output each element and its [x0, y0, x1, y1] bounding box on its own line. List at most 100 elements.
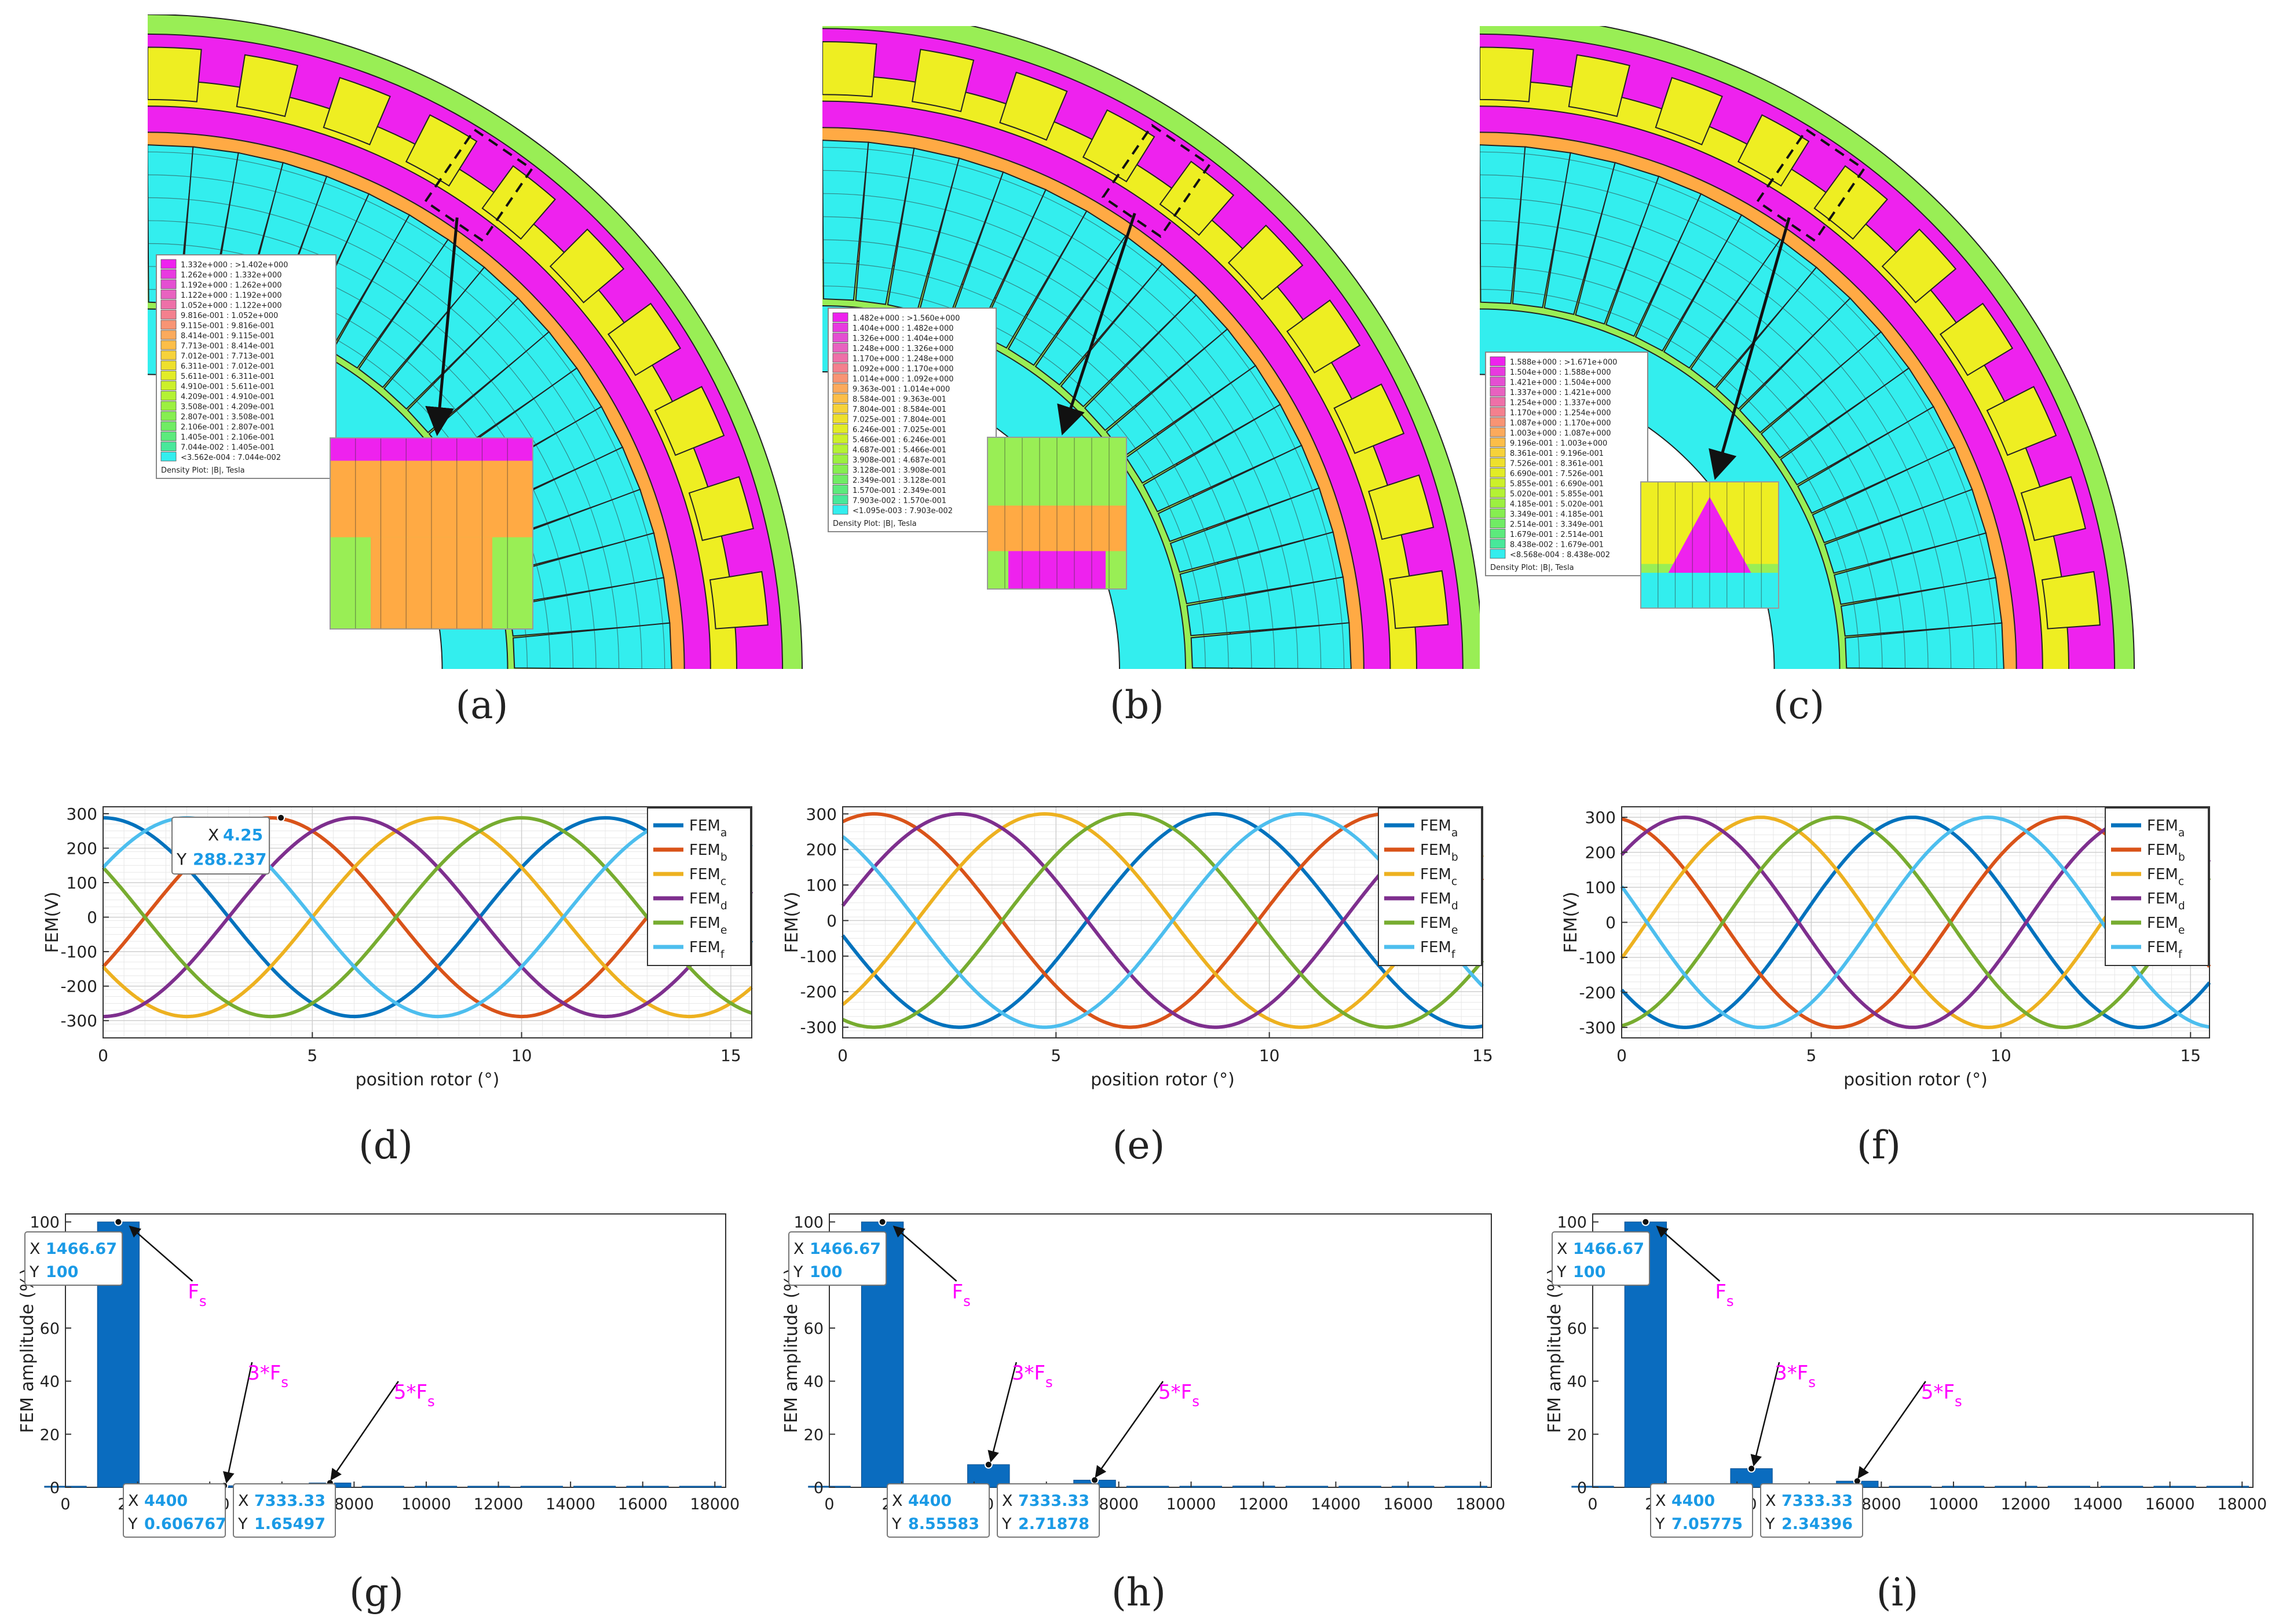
legend-row: 2.807e-001 : 3.508e-001 [181, 413, 275, 422]
flux-line [822, 193, 1298, 669]
magnet-segment [1939, 302, 2014, 376]
zoom-arrow [425, 217, 459, 436]
legend-swatch [832, 383, 848, 393]
x-tick-label: 8000 [1861, 1495, 1901, 1513]
y-tick-label: -300 [60, 1011, 97, 1030]
legend-label-FEMb-sub: b [720, 851, 727, 864]
x-tick-label: 16000 [2145, 1495, 2195, 1513]
zoom-inset [330, 437, 533, 630]
y-tick-label: 100 [1585, 878, 1616, 897]
series-line-FEMa [1620, 815, 2211, 1029]
y-tick-label: -200 [1579, 983, 1616, 1002]
datatip-x-value: 4.25 [223, 825, 263, 844]
datatip-y-label: Y [793, 1263, 803, 1281]
legend-label-FEMf-main: FEM [689, 939, 720, 956]
legend-label-FEMb: FEMb [1420, 842, 1458, 864]
legend-label-FEMd-main: FEM [689, 890, 720, 908]
caption-b: (b) [1110, 683, 1164, 727]
legend-row: 1.326e+000 : 1.404e+000 [853, 335, 953, 343]
datatip-x-label: X [208, 825, 219, 844]
harmonic-bar [2206, 1486, 2249, 1488]
legend-label-FEMe-sub: e [2178, 924, 2185, 937]
legend-row: 3.128e-001 : 3.908e-001 [853, 466, 946, 475]
annotation-label-main: 5*F [394, 1381, 427, 1404]
y-tick-label: 20 [40, 1426, 60, 1444]
harmonic-bar [520, 1486, 563, 1488]
legend-box [2105, 807, 2209, 966]
magnet-segment [1159, 160, 1235, 236]
legend-swatch [160, 401, 177, 411]
legend-label-FEMc-sub: c [1451, 876, 1457, 888]
annotation-label-main: 3*F [247, 1362, 281, 1385]
datatip-box [887, 1483, 990, 1538]
y-axis-label: FEM amplitude (%) [17, 1268, 38, 1433]
legend-row: 7.044e-002 : 1.405e-001 [181, 444, 275, 452]
harmonic-bar [1889, 1486, 1932, 1488]
y-axis-label: FEM amplitude (%) [781, 1268, 802, 1433]
legend-swatch [160, 421, 177, 431]
legend-row: 8.361e-001 : 9.196e-001 [1510, 449, 1604, 458]
x-tick-label: 5 [307, 1046, 317, 1065]
datatip-x-label: X [1557, 1240, 1568, 1258]
annotation-label-sub: s [1955, 1393, 1962, 1410]
x-tick-label: 15 [1472, 1046, 1493, 1065]
legend-label-FEMf: FEMf [1420, 939, 1455, 961]
x-tick-label: 0 [60, 1495, 70, 1513]
y-axis-label: FEM(V) [1561, 891, 1581, 953]
harmonic-bar [1126, 1486, 1169, 1488]
legend-row: 1.014e+000 : 1.092e+000 [853, 375, 953, 384]
annotation-label: Fs [1715, 1281, 1733, 1310]
legend-row: 7.012e-001 : 7.713e-001 [181, 352, 275, 361]
legend-label-FEMc-sub: c [2178, 876, 2184, 888]
y-tick-label: 60 [804, 1320, 824, 1338]
legend-footer: Density Plot: |B|, Tesla [1490, 564, 1574, 572]
legend-box [1378, 807, 1482, 966]
y-axis-label: FEM(V) [42, 891, 63, 953]
flux-line [822, 286, 1206, 669]
y-tick-label: 300 [67, 804, 97, 824]
legend-swatch [1490, 376, 1506, 386]
y-axis-label: FEM(V) [782, 891, 802, 953]
legend-swatch [832, 505, 848, 515]
caption-a: (a) [456, 683, 509, 727]
annotation-arrow [987, 1362, 1018, 1463]
harmonic-bar [1995, 1486, 2037, 1488]
x-tick-label: 12000 [1239, 1495, 1289, 1513]
x-tick-label: 0 [1587, 1495, 1597, 1513]
datatip: X 4400 Y 7.05775 [1650, 1483, 1753, 1538]
y-tick-label: -200 [800, 982, 837, 1001]
x-tick-label: 14000 [1311, 1495, 1360, 1513]
datatip-x-label: X [793, 1240, 804, 1258]
x-tick-label: 10000 [1166, 1495, 1216, 1513]
legend-row: 1.122e+000 : 1.192e+000 [181, 291, 281, 300]
flux-line [822, 262, 1229, 669]
annotation-label-main: 3*F [1012, 1362, 1045, 1385]
legend-swatch [1490, 478, 1506, 488]
legend-row: 7.526e-001 : 8.361e-001 [1510, 460, 1604, 469]
x-tick-label: 10 [511, 1046, 532, 1065]
legend-row: 1.170e+000 : 1.248e+000 [853, 355, 953, 364]
flux-line [1480, 243, 1906, 669]
legend-row: 8.414e-001 : 9.115e-001 [181, 332, 275, 341]
legend-row: 1.003e+000 : 1.087e+000 [1510, 429, 1611, 438]
legend-row: 1.262e+000 : 1.332e+000 [181, 271, 281, 280]
legend-label-FEMd-sub: d [720, 900, 727, 912]
magnet-segment [2041, 570, 2101, 630]
legend-swatch [1490, 427, 1506, 437]
legend-label-FEMc: FEMc [1420, 866, 1457, 888]
legend-label-FEMc-main: FEM [689, 866, 720, 883]
legend-swatch [160, 320, 177, 330]
legend-swatch [832, 485, 848, 495]
axes-box [1592, 1213, 2254, 1488]
magnet-segment [1737, 114, 1810, 187]
harmonic-bar [1941, 1486, 1985, 1488]
magnet-segment [2020, 476, 2086, 542]
legend-row: 9.115e-001 : 9.816e-001 [181, 322, 275, 331]
datatip-box [24, 1231, 123, 1286]
datatip-x-value: 7333.33 [1782, 1492, 1853, 1510]
y-tick-label: 0 [50, 1479, 60, 1497]
series-line-FEMb [842, 812, 1484, 1029]
legend-label-FEMb: FEMb [2147, 842, 2185, 864]
